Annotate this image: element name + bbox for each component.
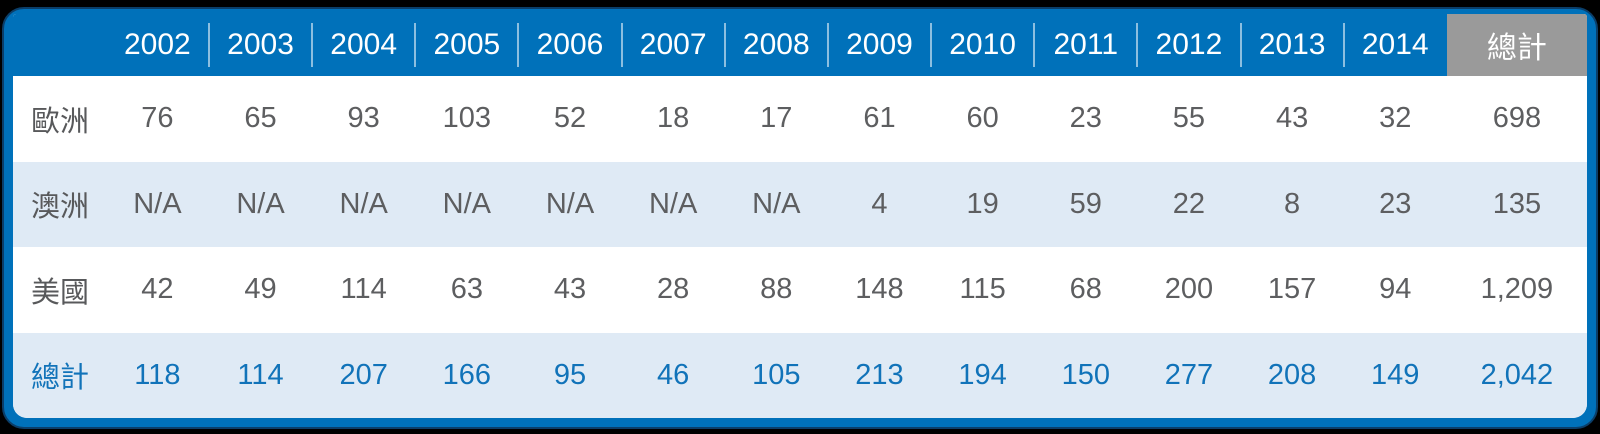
table-cell: 114 bbox=[237, 358, 284, 391]
table-cell: 59 bbox=[1069, 187, 1102, 220]
table-cell: 18 bbox=[657, 102, 690, 135]
table-cell: 60 bbox=[966, 102, 999, 135]
table-cell: 61 bbox=[863, 102, 896, 135]
table-cell: 52 bbox=[553, 102, 587, 135]
corner-cell bbox=[13, 14, 106, 76]
column-header: 2006 bbox=[517, 14, 622, 76]
table-cell: 23 bbox=[1379, 187, 1412, 220]
table-cell: 149 bbox=[1371, 358, 1420, 391]
table-cell: 148 bbox=[855, 273, 904, 306]
table-row: 澳洲 N/A N/A N/A N/A N/A N/A N/A 4 19 59 22 8 23 135 bbox=[13, 161, 1587, 247]
table-cell: N/A bbox=[752, 187, 801, 220]
table-cell: 114 bbox=[340, 273, 387, 306]
table-cell: N/A bbox=[339, 187, 388, 220]
table-cell: 115 bbox=[959, 273, 1006, 306]
table-cell: 105 bbox=[752, 358, 801, 391]
row-label: 澳洲 bbox=[31, 191, 90, 224]
table-cell: 150 bbox=[1061, 358, 1110, 391]
table-body: 歐洲 76 65 93 103 52 18 17 61 60 23 55 43 32 698 澳洲 N/A N/A… bbox=[13, 76, 1587, 418]
column-header: 2007 bbox=[620, 14, 725, 76]
table-cell: 76 bbox=[141, 102, 174, 135]
yearly-data-table: 2002 2003 2004 2005 2006 2007 2008 2009 2010 2011… bbox=[13, 14, 1587, 418]
table-cell: N/A bbox=[133, 187, 182, 220]
table-cell: N/A bbox=[236, 187, 285, 220]
table-cell: 19 bbox=[966, 187, 999, 220]
column-header: 2013 bbox=[1239, 14, 1344, 76]
table-cell: N/A bbox=[442, 187, 491, 220]
table-cell: N/A bbox=[648, 187, 698, 220]
table-cell: 103 bbox=[442, 102, 492, 135]
table-cell: 194 bbox=[958, 358, 1007, 391]
table-cell: 28 bbox=[657, 273, 690, 306]
table-cell: 8 bbox=[1284, 187, 1301, 220]
column-header: 2004 bbox=[311, 14, 416, 76]
table-cell: 23 bbox=[1069, 102, 1102, 135]
table-cell: 93 bbox=[347, 102, 380, 135]
table-cell: 95 bbox=[553, 358, 587, 391]
table-cell: 49 bbox=[244, 273, 277, 306]
column-header: 2002 bbox=[105, 14, 209, 76]
table-cell: 166 bbox=[442, 358, 492, 391]
table-cell: 4 bbox=[871, 187, 888, 220]
table-cell: 32 bbox=[1379, 102, 1412, 135]
table-body-panel: 2002 2003 2004 2005 2006 2007 2008 2009 2010 2011… bbox=[13, 14, 1587, 418]
column-header: 2014 bbox=[1342, 14, 1447, 76]
table-cell: 200 bbox=[1164, 273, 1214, 306]
table-header-row: 2002 2003 2004 2005 2006 2007 2008 2009 2010 2011… bbox=[13, 14, 1587, 76]
table-cell: 94 bbox=[1379, 273, 1412, 306]
table-cell: 17 bbox=[760, 102, 793, 135]
table-cell: 1,209 bbox=[1480, 273, 1554, 306]
column-header: 總計 bbox=[1446, 14, 1587, 76]
column-header: 2012 bbox=[1136, 14, 1241, 76]
table-cell: 2,042 bbox=[1480, 358, 1554, 391]
table-cell: 63 bbox=[450, 273, 483, 306]
table-cell: 43 bbox=[553, 273, 587, 306]
table-cell: 135 bbox=[1492, 187, 1542, 220]
total-row: 總計 118 114 207 166 95 46 105 213 194 150 277 208 149 2… bbox=[13, 332, 1587, 418]
table-row: 美國 42 49 114 63 43 28 88 148 115 68 200 157 94 1,209 bbox=[13, 247, 1587, 333]
table-cell: 65 bbox=[244, 102, 277, 135]
column-header: 2005 bbox=[414, 14, 519, 76]
table-cell: 157 bbox=[1267, 273, 1317, 306]
table-cell: 277 bbox=[1164, 358, 1214, 391]
table-cell: 698 bbox=[1492, 102, 1542, 135]
row-label: 歐洲 bbox=[31, 105, 90, 138]
column-header: 2003 bbox=[207, 14, 313, 76]
table-cell: 118 bbox=[134, 358, 181, 391]
table-cell: 55 bbox=[1172, 102, 1206, 135]
table-cell: 208 bbox=[1267, 358, 1317, 391]
table-cell: 46 bbox=[657, 358, 690, 391]
table-cell: 68 bbox=[1069, 273, 1102, 306]
table-cell: N/A bbox=[545, 187, 595, 220]
table-row: 歐洲 76 65 93 103 52 18 17 61 60 23 55 43 32 698 bbox=[13, 76, 1587, 162]
row-label: 美國 bbox=[31, 276, 90, 309]
table-cell: 42 bbox=[141, 273, 174, 306]
column-header: 2008 bbox=[723, 14, 828, 76]
table-cell: 88 bbox=[760, 273, 793, 306]
table-cell: 213 bbox=[855, 358, 904, 391]
column-header: 2011 bbox=[1033, 14, 1138, 76]
column-header: 2009 bbox=[826, 14, 932, 76]
table-cell: 207 bbox=[339, 358, 388, 391]
data-table-card: 2002 2003 2004 2005 2006 2007 2008 2009 2010 2011… bbox=[2, 7, 1598, 429]
column-header: 2010 bbox=[930, 14, 1035, 76]
table-cell: 22 bbox=[1172, 187, 1206, 220]
table-cell: 43 bbox=[1275, 102, 1309, 135]
row-label: 總計 bbox=[31, 362, 90, 395]
